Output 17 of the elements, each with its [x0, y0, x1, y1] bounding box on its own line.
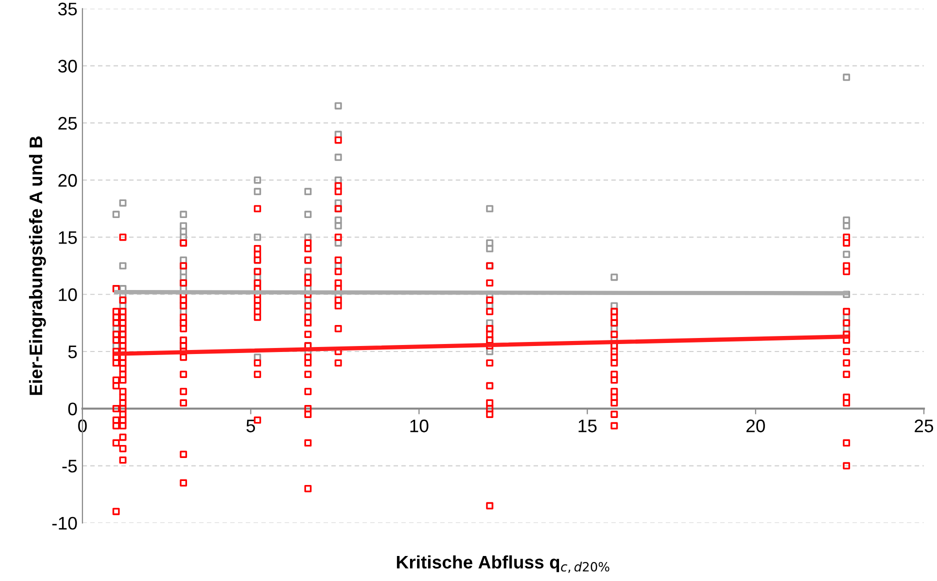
- x-tick-label: 25: [914, 420, 934, 432]
- y-axis-title: Eier-Eingrabungstiefe A und B: [29, 136, 46, 395]
- y-tick-label: -5: [62, 460, 77, 472]
- y-tick-label: 20: [58, 174, 77, 187]
- y-tick-label: 35: [58, 2, 77, 16]
- x-axis-title: Kritische Abfluss q$_{c,d20%}$: [396, 555, 610, 573]
- y-tick-label: 15: [58, 231, 77, 244]
- y-tick-label: -10: [52, 516, 77, 530]
- y-tick-label: 5: [68, 346, 77, 358]
- y-tick-label: 10: [58, 288, 77, 302]
- x-tick-label: 10: [410, 420, 428, 432]
- y-tick-label: 30: [58, 60, 77, 73]
- x-tick-label: 15: [578, 420, 597, 432]
- y-tick-label: 25: [58, 116, 77, 130]
- y-tick-label: 0: [68, 402, 77, 416]
- x-tick-label: 5: [246, 420, 256, 432]
- x-tick-label: 20: [746, 420, 765, 432]
